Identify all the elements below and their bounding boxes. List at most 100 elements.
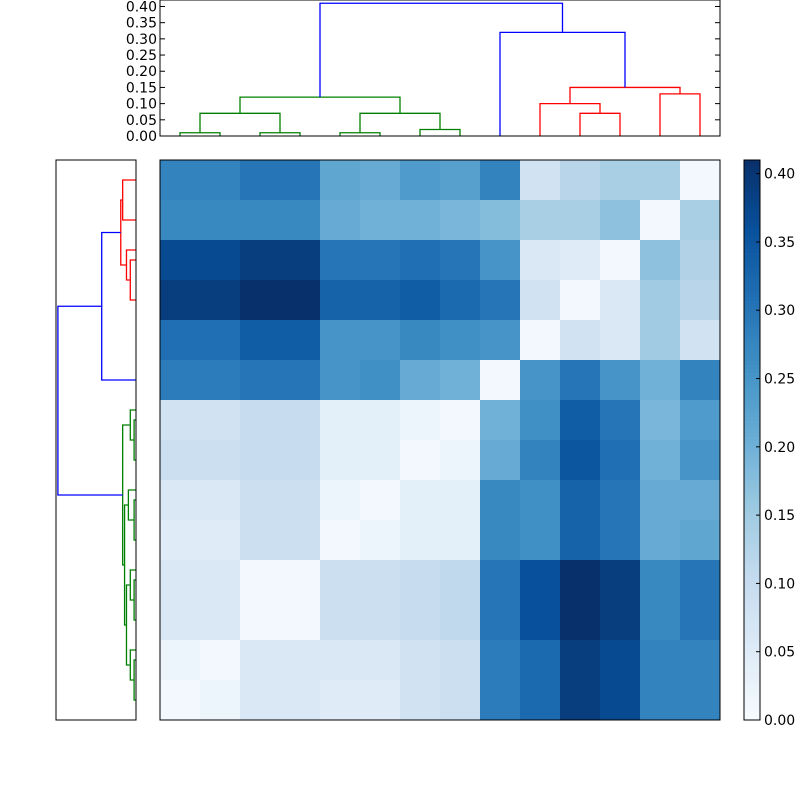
heatmap-cell-r1-c11 xyxy=(600,200,641,241)
colorbar-segment-86 xyxy=(744,372,760,377)
heatmap-cell-r3-c13 xyxy=(680,280,721,321)
heatmap-cell-r4-c6 xyxy=(400,320,441,361)
heatmap-cell-r12-c1 xyxy=(200,640,241,681)
heatmap-cell-r7-c12 xyxy=(640,440,681,481)
colorbar-segment-95 xyxy=(744,336,760,341)
heatmap-cell-r7-c3 xyxy=(280,440,321,481)
heatmap-cell-r5-c5 xyxy=(360,360,401,401)
heatmap-cell-r7-c5 xyxy=(360,440,401,481)
heatmap-cell-r4-c12 xyxy=(640,320,681,361)
colorbar-segment-31 xyxy=(744,592,760,597)
colorbar-segment-46 xyxy=(744,532,760,537)
heatmap-cell-r11-c13 xyxy=(680,600,721,641)
axes-frames xyxy=(55,0,761,721)
colorbar-segment-47 xyxy=(744,528,760,533)
left-dendrogram-link-12 xyxy=(129,649,136,681)
colorbar-segment-83 xyxy=(744,384,760,389)
top-y-tick-label-0: 0.00 xyxy=(126,129,157,145)
heatmap-cell-r3-c0 xyxy=(160,280,201,321)
heatmap-cell-r1-c6 xyxy=(400,200,441,241)
heatmap-cell-r2-c8 xyxy=(480,240,521,281)
colorbar-segment-98 xyxy=(744,324,760,329)
colorbar-segment-55 xyxy=(744,496,760,501)
heatmap-cell-r9-c8 xyxy=(480,520,521,561)
colorbar-segment-38 xyxy=(744,564,760,569)
heatmap-cell-r1-c12 xyxy=(640,200,681,241)
colorbar-segment-33 xyxy=(744,584,760,589)
heatmap-cell-r7-c11 xyxy=(600,440,641,481)
colorbar-segment-43 xyxy=(744,544,760,549)
colorbar-segment-45 xyxy=(744,536,760,541)
heatmap-cell-r12-c6 xyxy=(400,640,441,681)
heatmap-cell-r12-c12 xyxy=(640,640,681,681)
heatmap-cell-r11-c10 xyxy=(560,600,601,641)
heatmap-cell-r9-c0 xyxy=(160,520,201,561)
colorbar-segment-37 xyxy=(744,568,760,573)
colorbar-segment-15 xyxy=(744,656,760,661)
colorbar-segment-84 xyxy=(744,380,760,385)
top-dendrogram-link-7 xyxy=(579,112,621,136)
colorbar-segment-18 xyxy=(744,644,760,649)
colorbar-segment-21 xyxy=(744,632,760,637)
colorbar-segment-82 xyxy=(744,388,760,393)
colorbar-segment-58 xyxy=(744,484,760,489)
colorbar-segment-91 xyxy=(744,352,760,357)
heatmap-cell-r13-c2 xyxy=(240,680,281,721)
top-dendrogram-link-2 xyxy=(199,112,281,133)
heatmap-cell-r6-c10 xyxy=(560,400,601,441)
colorbar xyxy=(744,160,760,721)
heatmap-cell-r7-c6 xyxy=(400,440,441,481)
heatmap-cell-r0-c12 xyxy=(640,160,681,201)
heatmap-cell-r9-c10 xyxy=(560,520,601,561)
colorbar-segment-39 xyxy=(744,560,760,565)
heatmap-cell-r1-c13 xyxy=(680,200,721,241)
heatmap-cell-r11-c11 xyxy=(600,600,641,641)
colorbar-segment-107 xyxy=(744,288,760,293)
colorbar-segment-104 xyxy=(744,300,760,305)
colorbar-segment-19 xyxy=(744,640,760,645)
heatmap-cell-r6-c7 xyxy=(440,400,481,441)
colorbar-segment-11 xyxy=(744,672,760,677)
heatmap-cell-r13-c3 xyxy=(280,680,321,721)
colorbar-tick-label-0: 0.00 xyxy=(764,713,795,729)
heatmap-cell-r3-c5 xyxy=(360,280,401,321)
heatmap-cell-r6-c12 xyxy=(640,400,681,441)
heatmap-cell-r12-c2 xyxy=(240,640,281,681)
colorbar-segment-93 xyxy=(744,344,760,349)
colorbar-segment-20 xyxy=(744,636,760,641)
colorbar-segment-101 xyxy=(744,312,760,317)
colorbar-segment-110 xyxy=(744,276,760,281)
top-dendrogram-link-0 xyxy=(179,132,221,136)
heatmap-cell-r4-c0 xyxy=(160,320,201,361)
colorbar-segment-131 xyxy=(744,192,760,197)
colorbar-segment-138 xyxy=(744,164,760,169)
heatmap-cell-r13-c4 xyxy=(320,680,361,721)
heatmap-cell-r13-c0 xyxy=(160,680,201,721)
heatmap-cell-r12-c13 xyxy=(680,640,721,681)
colorbar-segment-70 xyxy=(744,436,760,441)
left-dendrogram-link-16 xyxy=(57,305,123,496)
colorbar-segment-17 xyxy=(744,648,760,653)
heatmap-cell-r10-c1 xyxy=(200,560,241,601)
heatmap-cell-r13-c9 xyxy=(520,680,561,721)
colorbar-segment-106 xyxy=(744,292,760,297)
heatmap-cell-r5-c1 xyxy=(200,360,241,401)
heatmap-cell-r3-c8 xyxy=(480,280,521,321)
heatmap-cell-r8-c10 xyxy=(560,480,601,521)
top-dendrogram-y-axis: 0.000.050.100.150.200.250.300.350.40 xyxy=(126,0,720,145)
colorbar-segment-81 xyxy=(744,392,760,397)
heatmap-cell-r11-c0 xyxy=(160,600,201,641)
colorbar-segment-64 xyxy=(744,460,760,465)
heatmap-cell-r10-c0 xyxy=(160,560,201,601)
colorbar-segment-54 xyxy=(744,500,760,505)
heatmap-cell-r13-c5 xyxy=(360,680,401,721)
colorbar-tick-label-4: 0.20 xyxy=(764,440,795,456)
colorbar-segment-77 xyxy=(744,408,760,413)
heatmap-cell-r13-c7 xyxy=(440,680,481,721)
heatmap-cell-r5-c0 xyxy=(160,360,201,401)
colorbar-tick-label-7: 0.35 xyxy=(764,235,795,251)
heatmap-cell-r0-c5 xyxy=(360,160,401,201)
colorbar-tick-label-8: 0.40 xyxy=(764,167,795,183)
heatmap-cell-r8-c0 xyxy=(160,480,201,521)
top-dendrogram-link-10 xyxy=(569,86,681,104)
